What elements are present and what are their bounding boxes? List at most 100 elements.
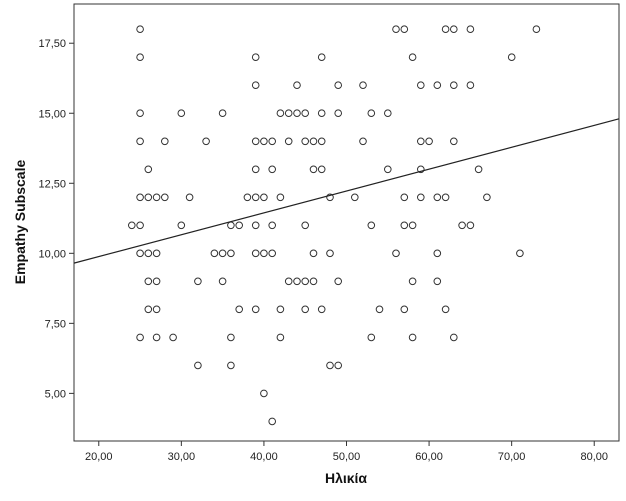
data-point <box>152 305 161 314</box>
data-point <box>400 221 409 230</box>
data-point <box>268 165 277 174</box>
data-point <box>235 305 243 314</box>
data-point <box>227 249 235 258</box>
data-point <box>301 221 310 230</box>
data-point <box>276 305 285 314</box>
data-point <box>417 81 425 89</box>
data-point <box>276 333 285 342</box>
data-point <box>326 193 334 202</box>
data-point <box>177 109 186 117</box>
x-axis: 20,00 30,00 40,00 50,00 60,00 70,00 80,00 <box>85 441 608 463</box>
data-point <box>450 81 458 89</box>
data-point <box>235 221 243 230</box>
data-point <box>136 193 144 202</box>
x-tick-label: 70,00 <box>498 451 526 463</box>
data-point <box>384 109 392 117</box>
data-point <box>251 305 260 314</box>
data-point <box>334 81 343 89</box>
data-point <box>177 221 186 230</box>
data-point <box>367 333 376 342</box>
data-point <box>516 249 524 258</box>
data-point <box>301 305 310 314</box>
y-tick-label: 15,00 <box>38 108 66 120</box>
data-point <box>169 333 177 342</box>
data-point <box>309 249 318 258</box>
y-tick-label: 7,50 <box>45 318 66 330</box>
data-point <box>227 333 235 342</box>
data-point <box>417 137 425 146</box>
data-point <box>466 25 475 34</box>
data-point <box>284 137 293 146</box>
data-point <box>144 165 153 174</box>
data-point <box>251 137 260 146</box>
x-axis-title: Ηλικία <box>325 470 367 486</box>
data-point <box>433 277 442 286</box>
x-tick-label: 30,00 <box>168 451 196 463</box>
data-point <box>136 53 144 62</box>
x-tick-label: 50,00 <box>333 451 361 463</box>
data-point <box>417 193 425 202</box>
data-point <box>210 249 219 258</box>
data-point <box>326 249 334 258</box>
points-layer <box>128 25 541 426</box>
data-point <box>152 277 161 286</box>
data-point <box>251 221 260 230</box>
data-point <box>152 333 161 342</box>
data-point <box>136 249 144 258</box>
data-point <box>408 53 417 62</box>
data-point <box>301 277 310 286</box>
data-point <box>392 249 400 258</box>
data-point <box>317 305 326 314</box>
data-point <box>425 137 433 146</box>
data-point <box>284 109 293 117</box>
data-point <box>136 221 144 230</box>
data-point <box>293 277 301 286</box>
data-point <box>441 25 450 34</box>
data-point <box>483 193 491 202</box>
x-tick-label: 80,00 <box>580 451 608 463</box>
data-point <box>202 137 210 146</box>
data-point <box>466 81 475 89</box>
data-point <box>251 249 260 258</box>
data-point <box>400 193 409 202</box>
y-tick-label: 17,50 <box>38 38 66 50</box>
data-point <box>450 25 458 34</box>
x-tick-label: 20,00 <box>85 451 113 463</box>
data-point <box>260 193 268 202</box>
x-tick-label: 40,00 <box>250 451 278 463</box>
data-point <box>400 25 409 34</box>
data-point <box>359 137 367 146</box>
data-point <box>458 221 466 230</box>
data-point <box>301 109 310 117</box>
y-tick-label: 5,00 <box>45 388 66 400</box>
data-point <box>351 193 359 202</box>
data-point <box>441 193 450 202</box>
data-point <box>243 193 252 202</box>
data-point <box>136 137 144 146</box>
y-axis-title: Empathy Subscale <box>12 160 28 285</box>
data-point <box>334 109 343 117</box>
data-point <box>293 109 301 117</box>
data-point <box>367 221 376 230</box>
data-point <box>284 277 293 286</box>
data-point <box>317 109 326 117</box>
data-point <box>218 109 227 117</box>
data-point <box>152 249 161 258</box>
data-point <box>276 193 285 202</box>
data-point <box>185 193 194 202</box>
data-point <box>367 109 376 117</box>
y-tick-label: 12,50 <box>38 178 66 190</box>
data-point <box>260 389 268 398</box>
data-point <box>408 277 417 286</box>
data-point <box>136 109 144 117</box>
data-point <box>251 165 260 174</box>
data-point <box>392 25 400 34</box>
data-point <box>268 249 277 258</box>
data-point <box>309 137 318 146</box>
data-point <box>433 193 442 202</box>
data-point <box>375 305 384 314</box>
data-point <box>144 277 153 286</box>
data-point <box>450 333 458 342</box>
data-point <box>384 165 392 174</box>
